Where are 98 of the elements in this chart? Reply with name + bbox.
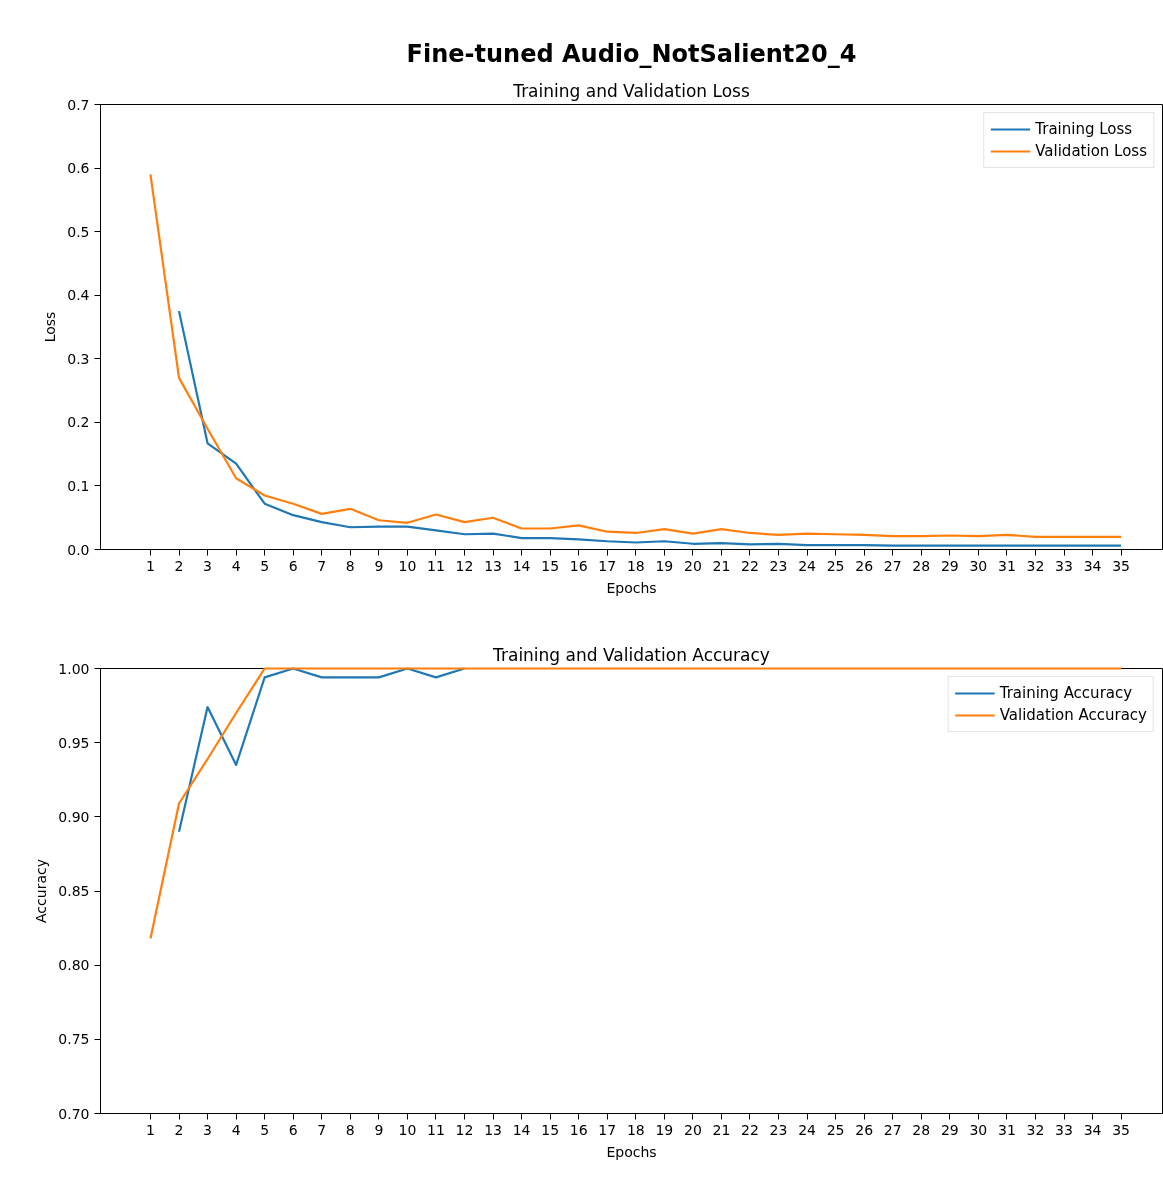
line-series (149, 173, 1123, 538)
chart-title: Fine-tuned Audio_NotSalient20_4 (406, 39, 857, 68)
x-tick-label: 31 (998, 557, 1016, 574)
legend-label: Validation Accuracy (999, 706, 1147, 724)
x-tick-label: 30 (969, 1121, 988, 1138)
y-tick-label: 0.3 (67, 350, 90, 367)
x-tick-label: 8 (345, 557, 355, 574)
x-tick-label: 1 (146, 557, 155, 574)
x-tick-label: 22 (741, 1121, 759, 1138)
x-tick-label: 4 (231, 557, 241, 574)
x-tick-label: 27 (883, 1121, 902, 1138)
y-axis-title: Loss (42, 311, 59, 343)
x-tick-label: 32 (1026, 1121, 1045, 1138)
y-tick-label: 0.2 (67, 414, 90, 431)
x-tick-label: 34 (1083, 1121, 1102, 1138)
y-tick-label: 0.0 (67, 541, 90, 558)
legend-label: Training Accuracy (999, 684, 1133, 702)
y-tick-label: 0.95 (58, 734, 90, 751)
x-tick-label: 14 (512, 557, 531, 574)
x-tick-label: 7 (317, 557, 327, 574)
x-tick-label: 16 (569, 557, 588, 574)
x-tick-label: 9 (374, 557, 384, 574)
x-axis-title: Epochs (606, 1143, 657, 1160)
x-tick-label: 3 (203, 1121, 213, 1138)
x-tick-label: 14 (512, 1121, 531, 1138)
y-tick-label: 0.4 (67, 287, 90, 304)
x-tick-label: 19 (655, 557, 674, 574)
x-tick-label: 23 (769, 557, 788, 574)
x-tick-label: 17 (598, 557, 617, 574)
x-tick-label: 18 (626, 557, 645, 574)
x-tick-label: 29 (940, 557, 959, 574)
y-tick-label: 0.80 (58, 957, 90, 974)
chart-title: Training and Validation Accuracy (492, 644, 770, 665)
x-tick-label: 24 (798, 557, 817, 574)
y-tick-label: 0.85 (58, 883, 90, 899)
x-tick-label: 23 (769, 1121, 788, 1138)
x-tick-label: 29 (940, 1121, 959, 1138)
y-tick-label: 0.6 (67, 160, 90, 177)
x-tick-label: 11 (427, 1121, 445, 1138)
x-tick-label: 26 (855, 557, 874, 574)
x-tick-label: 22 (741, 557, 759, 574)
x-tick-label: 24 (798, 1121, 817, 1138)
x-tick-label: 26 (855, 1121, 874, 1138)
x-axis-title: Epochs (606, 579, 657, 596)
x-tick-label: 20 (683, 1121, 702, 1138)
x-tick-label: 27 (883, 557, 902, 574)
x-tick-label: 20 (683, 557, 702, 574)
x-tick-label: 7 (317, 1121, 327, 1138)
x-tick-label: 5 (260, 557, 270, 574)
x-tick-label: 30 (969, 557, 988, 574)
x-tick-label: 35 (1112, 1121, 1131, 1138)
x-tick-label: 16 (569, 1121, 588, 1138)
y-tick-label: 0.70 (58, 1105, 90, 1122)
x-tick-label: 13 (484, 557, 502, 574)
x-tick-label: 31 (998, 1121, 1016, 1138)
x-tick-label: 17 (598, 1121, 617, 1138)
legend-label: Validation Loss (1035, 142, 1147, 160)
y-tick-label: 0.90 (58, 808, 90, 825)
x-tick-label: 3 (203, 557, 213, 574)
x-tick-label: 34 (1083, 557, 1102, 574)
y-tick-label: 0.7 (67, 96, 90, 113)
x-tick-label: 15 (541, 1121, 560, 1138)
chart-subtitle: Training and Validation Loss (512, 80, 750, 101)
x-tick-label: 28 (912, 557, 931, 574)
x-tick-label: 19 (655, 1121, 674, 1138)
x-tick-label: 10 (398, 557, 417, 574)
y-tick-label: 0.5 (67, 223, 90, 240)
x-tick-label: 25 (826, 1121, 845, 1138)
x-tick-label: 15 (541, 557, 560, 574)
x-tick-label: 2 (174, 1121, 184, 1138)
x-tick-label: 21 (712, 1121, 731, 1138)
x-tick-label: 5 (260, 1121, 270, 1138)
y-tick-label: 0.1 (67, 477, 90, 494)
x-tick-label: 33 (1055, 1121, 1073, 1138)
x-tick-label: 21 (712, 557, 731, 574)
x-tick-label: 28 (912, 1121, 931, 1138)
x-tick-label: 33 (1055, 557, 1073, 574)
x-tick-label: 2 (174, 557, 184, 574)
x-tick-label: 18 (626, 1121, 645, 1138)
x-tick-label: 10 (398, 1121, 417, 1138)
x-tick-label: 12 (455, 1121, 474, 1138)
x-tick-label: 13 (484, 1121, 502, 1138)
legend-label: Training Loss (1035, 120, 1133, 138)
x-tick-label: 32 (1026, 557, 1045, 574)
line-series (177, 310, 1123, 547)
x-tick-label: 1 (146, 1121, 155, 1138)
x-tick-label: 25 (826, 557, 845, 574)
x-tick-label: 12 (455, 557, 474, 574)
x-tick-label: 8 (345, 1121, 355, 1138)
x-tick-label: 35 (1112, 557, 1131, 574)
x-tick-label: 6 (288, 1121, 298, 1138)
y-tick-label: 0.75 (58, 1031, 90, 1048)
x-tick-label: 4 (231, 1121, 241, 1138)
y-axis-title: Accuracy (33, 859, 50, 923)
x-tick-label: 9 (374, 1121, 384, 1138)
y-tick-label: 1.00 (58, 660, 90, 677)
x-tick-label: 11 (427, 557, 445, 574)
x-tick-label: 6 (288, 557, 298, 574)
